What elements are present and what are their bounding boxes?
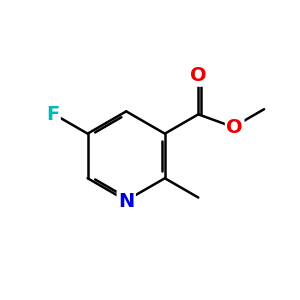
Text: F: F (46, 105, 59, 124)
Text: O: O (226, 118, 243, 136)
Text: O: O (190, 66, 207, 85)
Text: N: N (118, 192, 134, 211)
